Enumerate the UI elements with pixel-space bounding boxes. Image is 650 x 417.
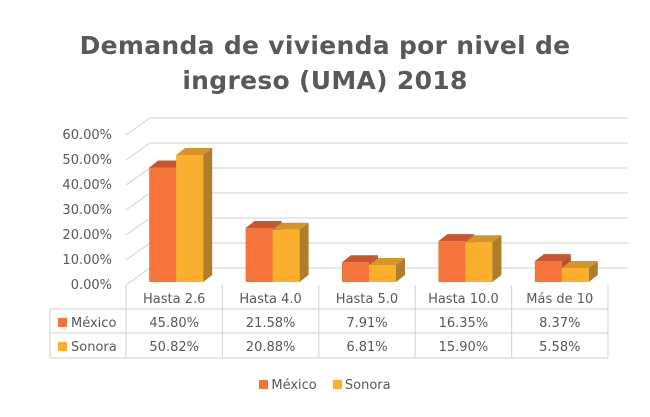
y-tick-label: 30.00% — [62, 203, 112, 218]
legend: México Sonora — [0, 378, 650, 393]
gridline-side — [125, 167, 151, 186]
chart-title: Demanda de vivienda por nivel de ingreso… — [0, 28, 650, 98]
y-tick-label: 0.00% — [71, 278, 112, 293]
table-cell: 5.58% — [539, 340, 580, 355]
bar-front — [369, 264, 396, 282]
bar-sonora-1 — [272, 222, 309, 282]
gridline-side — [125, 217, 151, 236]
chart-title-line-1: Demanda de vivienda por nivel de — [79, 31, 571, 60]
table-legend-key — [58, 318, 67, 327]
bar-front — [342, 262, 369, 282]
bar-top — [245, 221, 282, 229]
bar-sonora-2 — [369, 257, 405, 282]
y-tick-label: 10.00% — [62, 253, 112, 268]
bar-side — [492, 235, 502, 282]
legend-item-sonora: Sonora — [332, 378, 391, 393]
y-tick-label: 20.00% — [62, 228, 112, 243]
x-tick-label: Más de 10 — [526, 292, 593, 307]
bar-front — [245, 228, 273, 282]
bar-top — [369, 257, 405, 265]
bar-front — [149, 167, 177, 282]
gridline-side — [125, 117, 151, 136]
table-cell: 6.81% — [346, 340, 387, 355]
bar-front — [534, 261, 562, 282]
x-tick-label: Hasta 10.0 — [428, 292, 499, 307]
gridlines — [125, 117, 628, 286]
legend-swatch-sonora — [332, 380, 342, 389]
bar-side — [203, 147, 213, 282]
bar-front — [176, 154, 204, 282]
table-series-name: México — [71, 316, 116, 331]
legend-item-mexico: México — [259, 378, 317, 393]
chart-title-line-2: ingreso (UMA) 2018 — [182, 66, 468, 95]
gridline-side — [125, 267, 151, 286]
gridline-side — [125, 142, 151, 161]
table-cell: 16.35% — [439, 316, 489, 331]
y-axis-labels: 0.00% 10.00% 20.00% 30.00% 40.00% 50.00% 60.00… — [62, 128, 112, 293]
bar-top — [342, 255, 378, 263]
bar-front — [438, 241, 466, 282]
y-tick-label: 40.00% — [62, 178, 112, 193]
table-cell: 50.82% — [149, 340, 199, 355]
gridline-side — [125, 242, 151, 261]
legend-swatch-mexico — [259, 380, 269, 389]
table-cell: 7.91% — [346, 316, 387, 331]
bars — [149, 147, 598, 282]
x-tick-label: Hasta 2.6 — [143, 292, 205, 307]
bar-top — [176, 147, 213, 155]
bar-side — [396, 257, 405, 282]
table-series-name: Sonora — [71, 340, 117, 355]
table-cell: 15.90% — [439, 340, 489, 355]
bar-front — [561, 268, 589, 282]
table-cell: 45.80% — [149, 316, 199, 331]
bar-sonora-0 — [176, 147, 213, 282]
legend-label-mexico: México — [271, 378, 317, 393]
gridline-side — [125, 192, 151, 211]
bar-top — [272, 222, 309, 230]
bar-sonora-3 — [465, 235, 502, 282]
bar-top — [465, 235, 502, 243]
bar-sonora-4 — [561, 261, 598, 282]
y-tick-label: 60.00% — [62, 128, 112, 143]
bar-top — [438, 234, 475, 242]
x-tick-label: Hasta 4.0 — [239, 292, 301, 307]
bar-front — [465, 242, 493, 282]
table-cell: 8.37% — [539, 316, 580, 331]
y-tick-label: 50.00% — [62, 153, 112, 168]
bar-top — [534, 254, 571, 262]
table-legend-key — [58, 342, 67, 351]
bar-side — [588, 261, 598, 282]
x-tick-label: Hasta 5.0 — [336, 292, 398, 307]
table-cell: 21.58% — [246, 316, 296, 331]
legend-label-sonora: Sonora — [344, 378, 391, 393]
bar-top — [561, 261, 598, 269]
bar-side — [299, 222, 309, 282]
table-cell: 20.88% — [246, 340, 296, 355]
data-table: Hasta 2.6 Hasta 4.0 Hasta 5.0 Hasta 10.0 Más… — [49, 285, 609, 359]
bar-front — [272, 229, 300, 282]
